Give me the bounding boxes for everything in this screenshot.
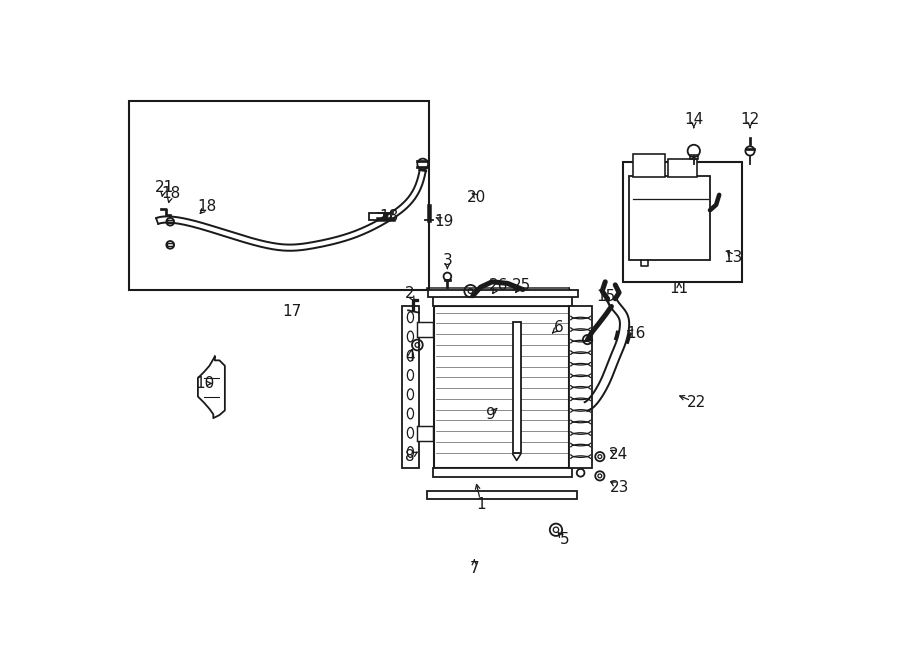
Text: 22: 22 bbox=[687, 395, 706, 410]
Bar bbox=[369, 213, 384, 220]
Bar bbox=[435, 307, 569, 468]
Text: 26: 26 bbox=[489, 278, 508, 293]
Text: 10: 10 bbox=[195, 376, 214, 391]
Bar bbox=[433, 468, 572, 477]
Text: 6: 6 bbox=[554, 320, 563, 334]
Bar bbox=[690, 155, 698, 159]
Text: 25: 25 bbox=[512, 278, 531, 293]
Bar bbox=[167, 220, 174, 223]
Text: 8: 8 bbox=[405, 449, 415, 464]
Bar bbox=[433, 295, 572, 307]
Text: 15: 15 bbox=[597, 289, 616, 304]
Text: 18: 18 bbox=[379, 209, 399, 224]
Text: 24: 24 bbox=[608, 447, 628, 462]
Text: 3: 3 bbox=[443, 253, 453, 268]
Bar bbox=[629, 176, 710, 260]
Text: 16: 16 bbox=[626, 326, 645, 341]
Text: 4: 4 bbox=[405, 349, 415, 364]
Text: 18: 18 bbox=[161, 186, 181, 201]
Text: 12: 12 bbox=[741, 112, 760, 127]
Bar bbox=[623, 163, 742, 282]
Bar bbox=[427, 491, 577, 499]
Bar bbox=[569, 307, 592, 468]
Text: 13: 13 bbox=[724, 251, 742, 266]
Bar bbox=[428, 290, 579, 297]
Text: 11: 11 bbox=[670, 282, 688, 296]
Bar bbox=[668, 159, 697, 177]
Bar bbox=[402, 307, 418, 468]
Text: 14: 14 bbox=[684, 112, 704, 127]
Bar bbox=[167, 243, 174, 247]
Bar bbox=[513, 322, 520, 453]
Text: 9: 9 bbox=[486, 407, 495, 422]
Text: 2: 2 bbox=[405, 286, 415, 301]
Bar bbox=[633, 154, 665, 177]
Text: 18: 18 bbox=[197, 199, 217, 214]
Text: 5: 5 bbox=[560, 532, 569, 547]
Text: 19: 19 bbox=[434, 214, 454, 229]
Bar bbox=[418, 426, 433, 442]
Text: 23: 23 bbox=[610, 480, 630, 495]
Text: 21: 21 bbox=[155, 180, 174, 194]
Text: 7: 7 bbox=[470, 561, 479, 576]
Text: 17: 17 bbox=[283, 304, 302, 319]
Text: 20: 20 bbox=[467, 190, 486, 205]
Bar bbox=[418, 322, 433, 337]
Circle shape bbox=[384, 214, 388, 217]
Bar bbox=[129, 101, 429, 290]
Text: 1: 1 bbox=[476, 497, 486, 512]
